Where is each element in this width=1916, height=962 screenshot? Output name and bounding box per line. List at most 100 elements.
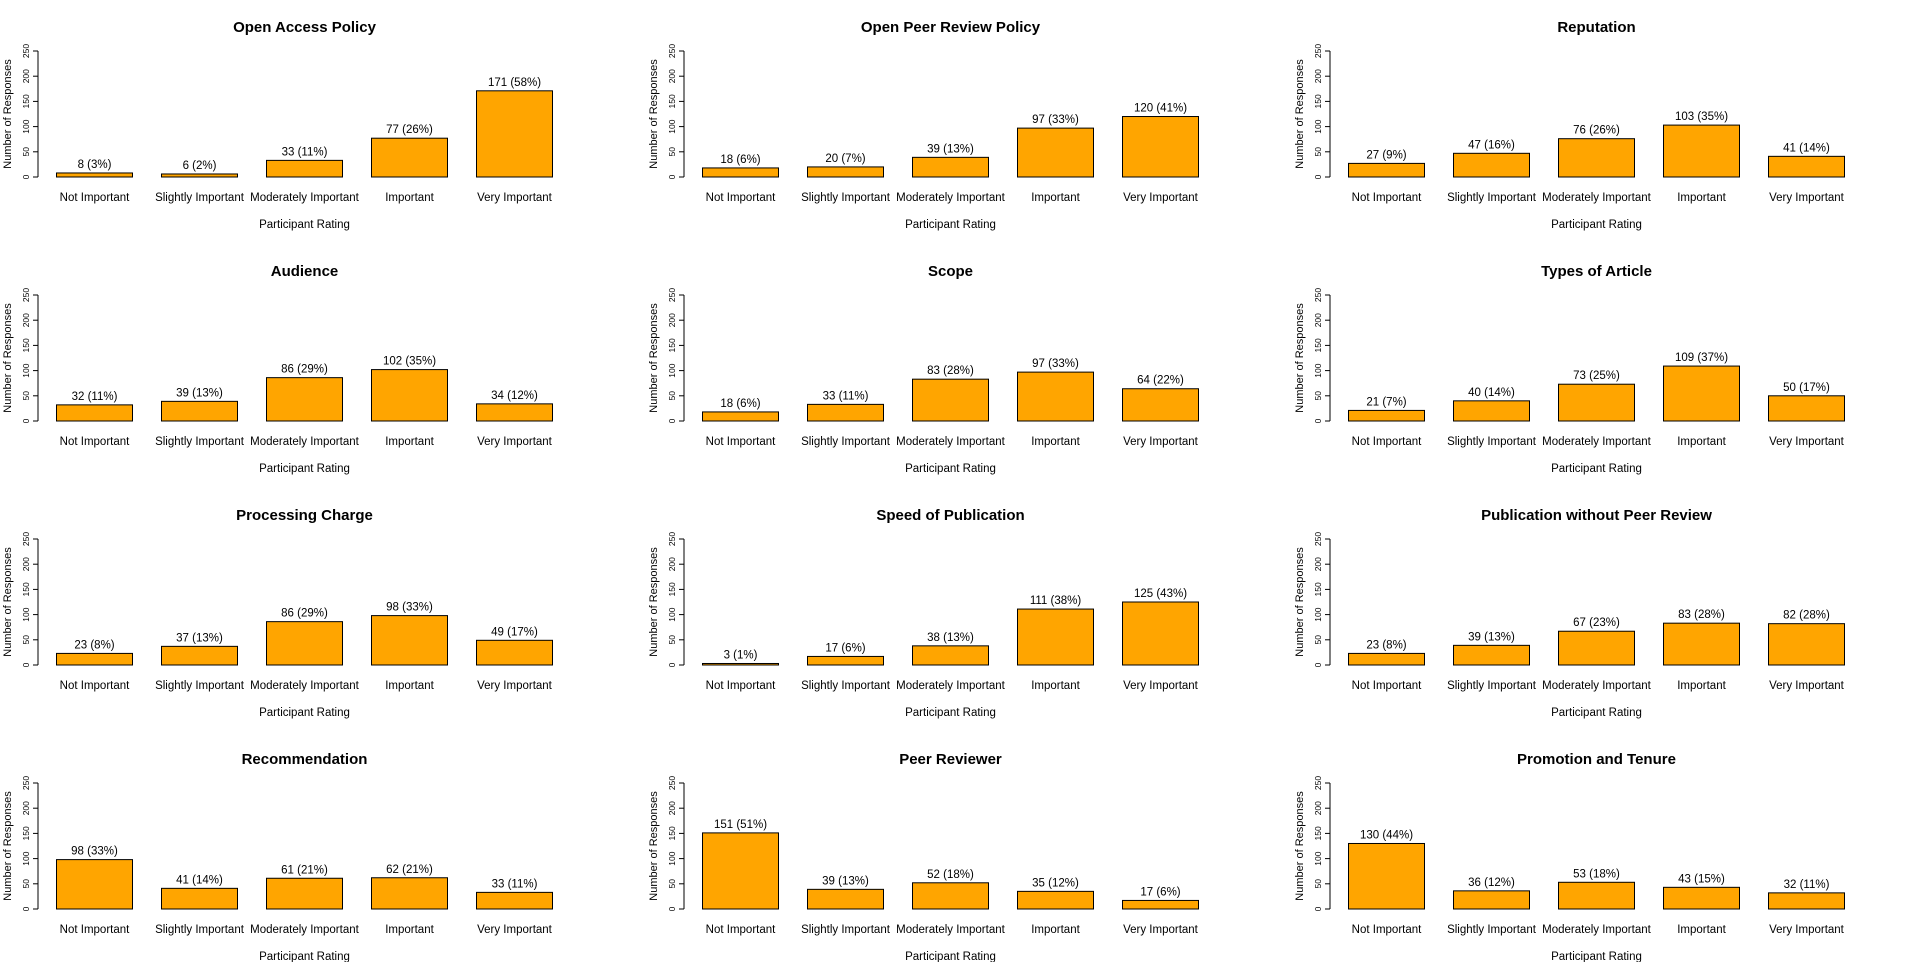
y-tick-label: 100 (1313, 607, 1323, 621)
bar (1017, 608, 1094, 666)
y-tick-label: 50 (667, 635, 677, 645)
bar-data-label: 8 (3%) (78, 159, 112, 171)
bar-data-label: 18 (6%) (720, 154, 760, 166)
y-tick-label: 200 (1313, 557, 1323, 571)
y-tick-label: 150 (1313, 338, 1323, 352)
bar-data-label: 41 (14%) (176, 874, 223, 886)
y-tick-label: 200 (1313, 313, 1323, 327)
bar-data-label: 39 (13%) (822, 875, 869, 887)
bar-data-label: 17 (6%) (1140, 886, 1180, 898)
bar (161, 400, 238, 422)
bar (371, 877, 448, 910)
bar-data-label: 49 (17%) (491, 626, 538, 638)
bar (1122, 116, 1199, 178)
x-category-label: Moderately Important (1542, 192, 1651, 204)
y-tick-label: 100 (21, 363, 31, 377)
y-tick-label: 250 (21, 776, 31, 790)
x-axis-label: Participant Rating (1551, 707, 1642, 719)
x-axis-label: Participant Rating (905, 219, 996, 231)
y-tick-label: 150 (1313, 94, 1323, 108)
y-tick-label: 50 (1313, 391, 1323, 401)
x-axis-label: Participant Rating (905, 951, 996, 962)
chart-panel: Peer Reviewer 0 50 100 150 200 250 Number of Re… (648, 751, 1199, 962)
bar-data-label: 18 (6%) (720, 398, 760, 410)
chart-panel: Processing Charge 0 50 100 150 200 250 Number o… (2, 507, 553, 719)
x-axis-label: Participant Rating (905, 463, 996, 475)
bar-data-label: 23 (8%) (1366, 639, 1406, 651)
x-category-label: Important (1677, 924, 1726, 936)
y-axis-label: Number of Responses (2, 791, 14, 901)
chart-title: Promotion and Tenure (1517, 751, 1676, 768)
x-category-label: Slightly Important (155, 680, 245, 692)
x-category-label: Very Important (1123, 924, 1199, 936)
x-category-label: Moderately Important (896, 436, 1005, 448)
x-category-label: Not Important (706, 924, 776, 936)
bar-data-label: 120 (41%) (1134, 103, 1187, 115)
bar (266, 377, 343, 422)
y-axis-label: Number of Responses (648, 303, 660, 413)
bar (1768, 155, 1845, 178)
x-category-label: Moderately Important (896, 192, 1005, 204)
chart-title: Publication without Peer Review (1481, 507, 1712, 524)
bar-data-label: 151 (51%) (714, 819, 767, 831)
x-category-label: Not Important (60, 680, 130, 692)
bar-data-label: 97 (33%) (1032, 114, 1079, 126)
y-tick-label: 100 (667, 607, 677, 621)
y-tick-label: 0 (667, 174, 677, 179)
x-category-label: Very Important (477, 680, 553, 692)
bar-data-label: 33 (11%) (282, 146, 328, 158)
bar (1348, 652, 1425, 666)
x-category-label: Slightly Important (801, 436, 891, 448)
y-tick-label: 0 (667, 906, 677, 911)
x-category-label: Important (1031, 436, 1080, 448)
bar (161, 645, 238, 666)
y-tick-label: 150 (667, 582, 677, 596)
bar (476, 90, 553, 178)
bar-data-label: 40 (14%) (1468, 387, 1515, 399)
x-category-label: Important (1677, 680, 1726, 692)
chart-panel: Audience 0 50 100 150 200 250 Number of Respons… (2, 263, 553, 475)
bar-data-label: 41 (14%) (1783, 142, 1830, 154)
y-tick-label: 150 (21, 826, 31, 840)
y-tick-label: 200 (667, 69, 677, 83)
bar (1122, 388, 1199, 422)
bar-data-label: 62 (21%) (386, 864, 433, 876)
bar (1768, 395, 1845, 422)
y-tick-label: 200 (1313, 69, 1323, 83)
chart-title: Types of Article (1541, 263, 1652, 280)
bar (1663, 622, 1740, 666)
y-tick-label: 250 (1313, 288, 1323, 302)
x-category-label: Slightly Important (155, 192, 245, 204)
bar (1017, 127, 1094, 178)
bar (912, 156, 989, 178)
bar-data-label: 32 (11%) (72, 391, 118, 403)
bar (912, 645, 989, 666)
y-tick-label: 0 (1313, 174, 1323, 179)
y-tick-label: 100 (21, 607, 31, 621)
bar-data-label: 103 (35%) (1675, 111, 1728, 123)
chart-panel: Promotion and Tenure 0 50 100 150 200 250 Numbe… (1294, 751, 1845, 962)
y-tick-label: 100 (1313, 119, 1323, 133)
y-axis-label: Number of Responses (1294, 59, 1306, 169)
bar (476, 639, 553, 666)
chart-panel: Publication without Peer Review 0 50 100 150… (1294, 507, 1845, 719)
y-tick-label: 100 (667, 119, 677, 133)
bar (807, 888, 884, 910)
bar-data-label: 125 (43%) (1134, 588, 1187, 600)
x-axis-label: Participant Rating (259, 707, 350, 719)
x-category-label: Moderately Important (896, 924, 1005, 936)
y-tick-label: 250 (21, 532, 31, 546)
y-tick-label: 0 (21, 906, 31, 911)
bar (266, 159, 343, 178)
x-category-label: Slightly Important (801, 924, 891, 936)
y-axis-label: Number of Responses (2, 547, 14, 657)
y-axis-label: Number of Responses (2, 303, 14, 413)
y-tick-label: 100 (667, 851, 677, 865)
x-category-label: Moderately Important (896, 680, 1005, 692)
bar-data-label: 52 (18%) (927, 869, 974, 881)
bar-data-label: 109 (37%) (1675, 352, 1728, 364)
x-category-label: Slightly Important (801, 680, 891, 692)
bar-data-label: 17 (6%) (825, 642, 865, 654)
chart-panel: Open Peer Review Policy 0 50 100 150 200 250 Nu… (648, 19, 1199, 231)
x-axis-label: Participant Rating (1551, 463, 1642, 475)
